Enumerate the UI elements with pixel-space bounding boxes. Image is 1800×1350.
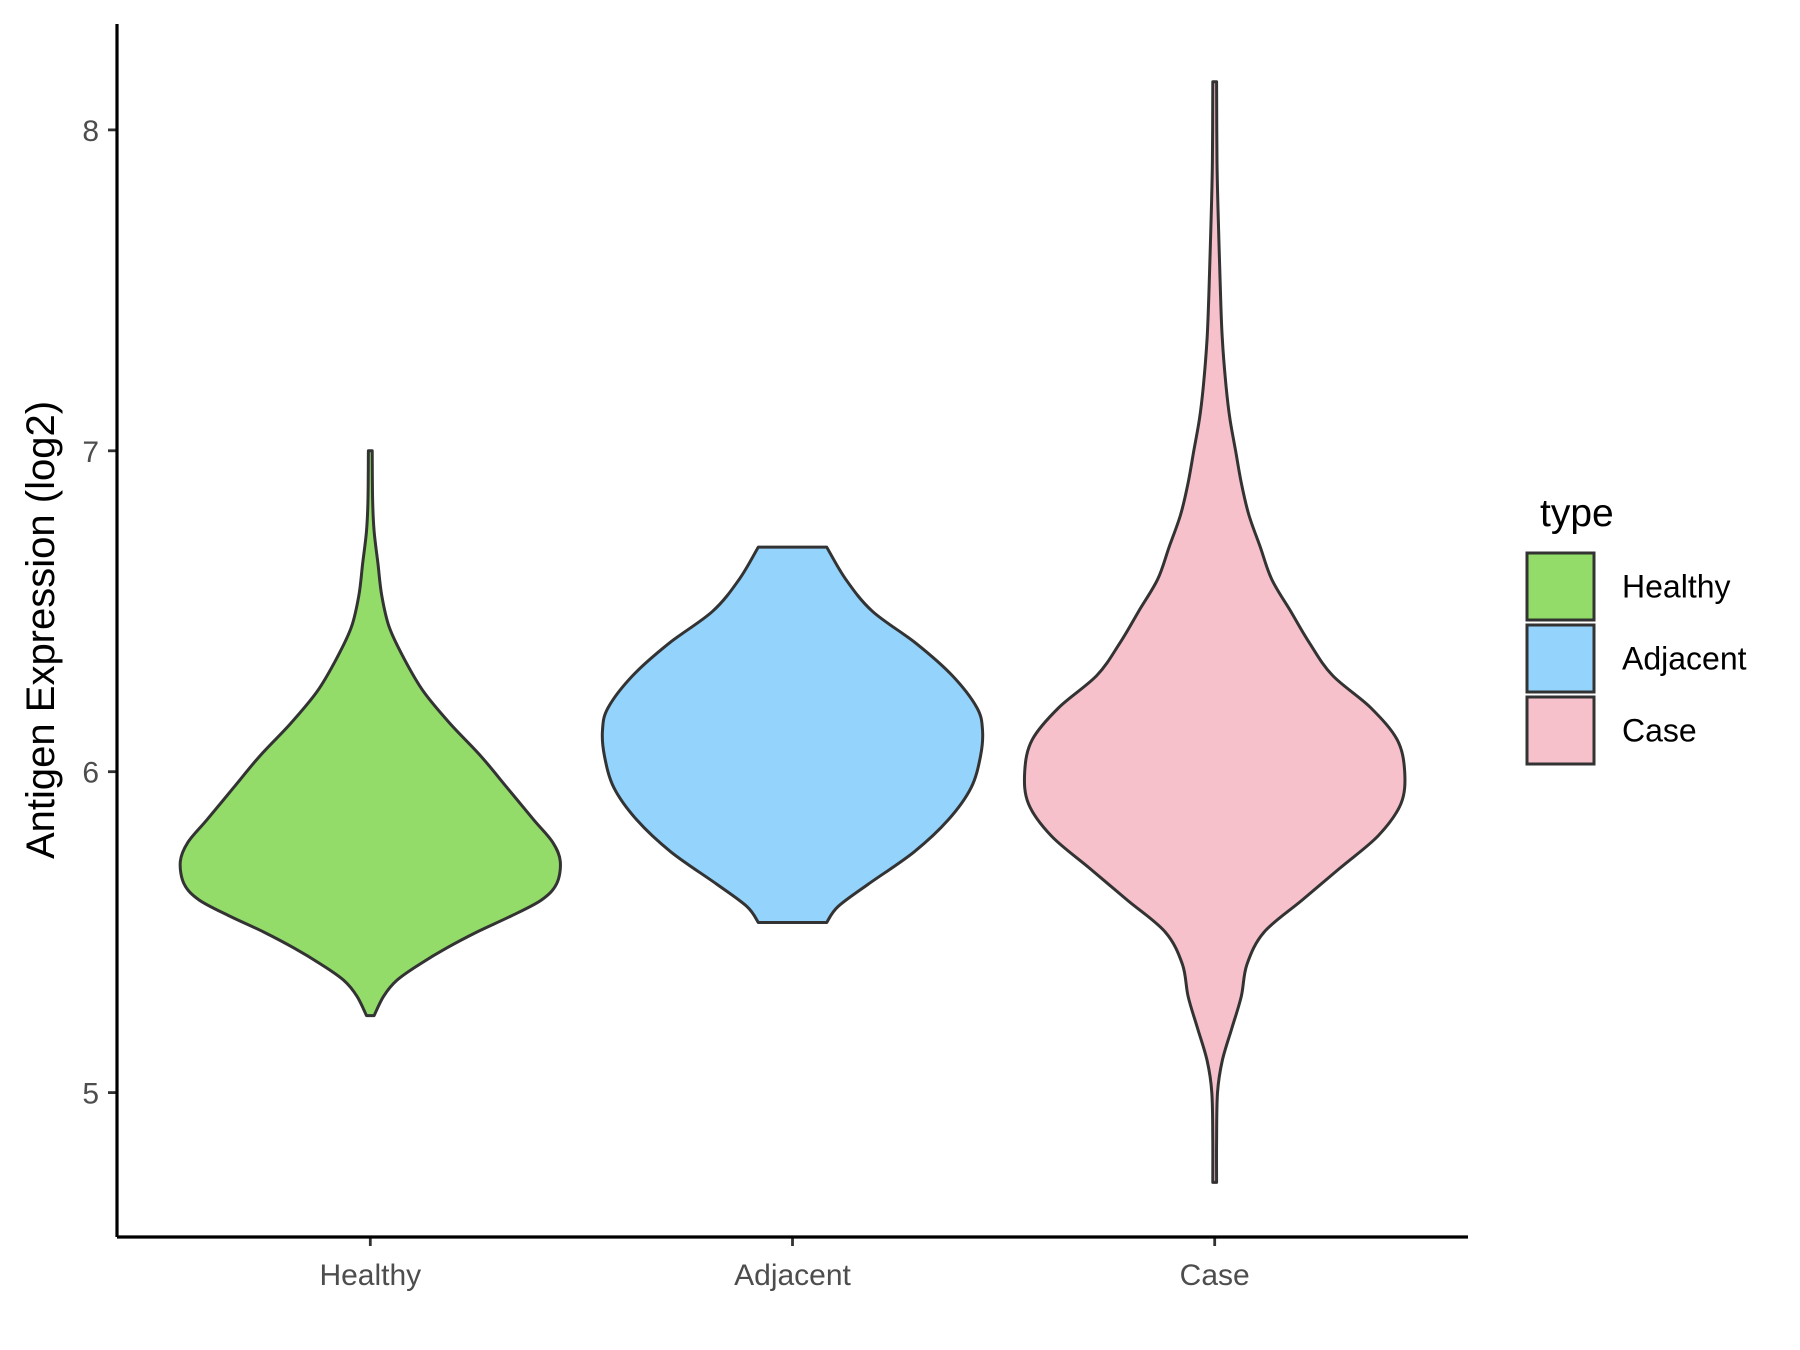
violins [178,80,1407,1184]
legend-key-adjacent [1525,623,1596,694]
legend-label-adjacent: Adjacent [1622,641,1747,677]
y-tick-label: 5 [82,1078,99,1111]
legend-items: Healthy Adjacent Case [1525,551,1747,766]
x-axis-ticks: Healthy Adjacent Case [319,1237,1250,1292]
y-tick-label: 6 [82,757,99,790]
violin-healthy [178,449,562,1018]
y-tick-label: 8 [82,115,99,148]
x-tick-label-adjacent: Adjacent [734,1259,851,1292]
legend-title: type [1540,492,1614,535]
violin-adjacent [600,545,985,924]
violin-case [1022,80,1407,1184]
legend-label-case: Case [1622,713,1697,749]
x-tick-label-case: Case [1180,1259,1250,1292]
y-axis-ticks: 5 6 7 8 [82,115,117,1111]
legend: type Healthy Adjacent Case [1525,492,1747,766]
y-tick-label: 7 [82,436,99,469]
legend-key-healthy [1525,551,1596,622]
x-tick-label-healthy: Healthy [319,1259,421,1292]
legend-label-healthy: Healthy [1622,569,1731,605]
plot-panel: 5 6 7 8 Healthy Adjacent Case [82,24,1468,1292]
legend-key-case [1525,695,1596,766]
y-axis-title: Antigen Expression (log2) [19,401,63,859]
